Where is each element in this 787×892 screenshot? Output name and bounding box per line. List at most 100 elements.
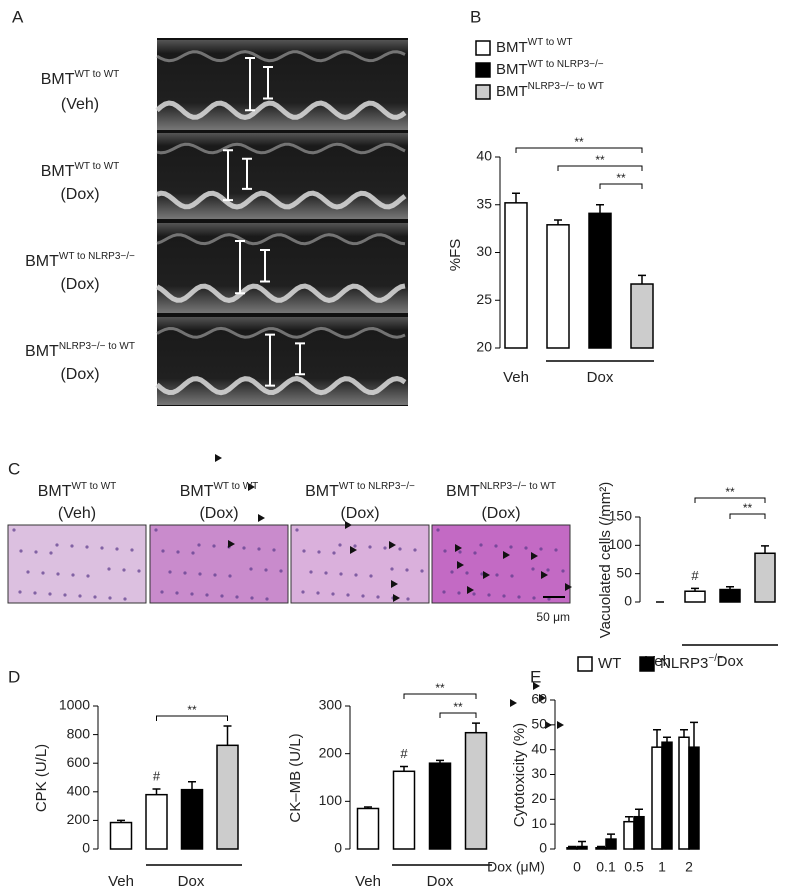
x-tick-label: 0.1 xyxy=(596,859,616,875)
nucleus xyxy=(353,544,357,548)
nucleus xyxy=(473,551,477,555)
nucleus xyxy=(443,549,447,553)
label-sup: −/− xyxy=(708,653,723,664)
error-bar xyxy=(568,845,576,848)
label-main: BMT xyxy=(180,483,214,500)
y-tick-label: 100 xyxy=(609,536,633,552)
bar xyxy=(216,744,239,850)
nucleus xyxy=(317,550,321,554)
y-tick-label: 0 xyxy=(539,840,547,856)
label: BMTNLRP3−/− to WT xyxy=(446,481,556,501)
error-bar xyxy=(726,585,734,590)
nucleus xyxy=(517,595,521,599)
nucleus xyxy=(346,593,350,597)
label: BMTWT to WT xyxy=(38,481,117,501)
nucleus xyxy=(390,567,394,571)
echo-caliper xyxy=(235,240,245,295)
y-axis-label: CK–MB (U/L) xyxy=(287,733,304,822)
arrowhead xyxy=(541,571,548,579)
annotation: # xyxy=(153,768,161,783)
bar xyxy=(605,838,617,850)
nucleus xyxy=(107,567,111,571)
nucleus xyxy=(495,573,499,577)
nucleus xyxy=(86,574,90,578)
annotation: ** xyxy=(187,703,197,717)
y-tick-label: 60 xyxy=(531,691,547,707)
bar xyxy=(566,847,578,850)
annotation: ** xyxy=(453,700,463,714)
nucleus xyxy=(546,568,550,572)
arrowhead xyxy=(258,514,265,522)
nucleus xyxy=(242,546,246,550)
condition-label: (Dox) xyxy=(60,276,99,293)
error-bar xyxy=(653,729,661,748)
y-tick-label: 100 xyxy=(319,792,343,808)
y-axis-label: Cytotoxicity (%) xyxy=(511,723,528,827)
nucleus xyxy=(279,569,283,573)
legend-swatch xyxy=(577,656,593,672)
echo-caliper xyxy=(263,66,273,100)
nucleus xyxy=(450,570,454,574)
nucleus xyxy=(442,590,446,594)
label-sup: WT to WT xyxy=(74,161,119,172)
nucleus xyxy=(368,545,372,549)
condition-label: (Veh) xyxy=(61,96,99,113)
y-tick-label: 1000 xyxy=(59,697,90,713)
echo-caliper xyxy=(260,249,270,283)
nucleus xyxy=(554,548,558,552)
label-main: BMT xyxy=(496,83,528,100)
echo-caliper xyxy=(295,342,305,376)
y-tick-label: 600 xyxy=(67,754,91,770)
nucleus xyxy=(376,595,380,599)
echo-wall xyxy=(155,376,407,396)
error-bar xyxy=(680,729,688,738)
nucleus xyxy=(183,571,187,575)
bar xyxy=(428,762,452,850)
scale-bar-label: 50 μm xyxy=(536,610,570,624)
label-sup: WT to WT xyxy=(71,481,116,492)
condition-label: (Dox) xyxy=(481,505,520,522)
y-tick-label: 200 xyxy=(67,811,91,827)
arrowhead xyxy=(503,551,510,559)
panel-letter: E xyxy=(530,667,541,686)
condition-label: (Dox) xyxy=(340,505,379,522)
label: BMTWT to WT xyxy=(41,69,120,89)
arrowhead xyxy=(483,571,490,579)
label: BMTWT to NLRP3−/− xyxy=(305,481,415,501)
y-tick-label: 50 xyxy=(531,716,547,732)
legend-swatch xyxy=(475,40,491,56)
label-sup: WT to NLRP3−/− xyxy=(528,59,604,70)
annotation: ** xyxy=(435,681,445,695)
nucleus xyxy=(137,569,141,573)
label-main: BMT xyxy=(305,483,339,500)
y-tick-label: 0 xyxy=(334,840,342,856)
nucleus xyxy=(154,528,158,532)
y-tick-label: 30 xyxy=(476,243,492,259)
nucleus xyxy=(561,569,565,573)
bar xyxy=(595,847,607,850)
nucleus xyxy=(472,592,476,596)
nucleus xyxy=(547,597,551,601)
nucleus xyxy=(406,597,410,601)
error-bar xyxy=(638,274,646,285)
bar xyxy=(633,815,645,850)
label: BMTWT to WT xyxy=(180,481,259,501)
group-label: Dox xyxy=(427,873,454,890)
nucleus xyxy=(26,570,30,574)
label: WT xyxy=(598,655,621,672)
nucleus xyxy=(100,546,104,550)
y-tick-label: 20 xyxy=(531,790,547,806)
nucleus xyxy=(34,550,38,554)
nucleus xyxy=(71,573,75,577)
nucleus xyxy=(383,546,387,550)
error-bar xyxy=(117,819,125,823)
group-label: Dox xyxy=(587,369,614,386)
annotation: # xyxy=(400,746,408,761)
nucleus xyxy=(331,592,335,596)
label-sup: NLRP3−/− to WT xyxy=(528,81,604,92)
nucleus xyxy=(63,593,67,597)
bar xyxy=(630,283,654,349)
legend-swatch xyxy=(475,84,491,100)
condition-label: (Dox) xyxy=(60,366,99,383)
arrowhead xyxy=(545,721,552,729)
